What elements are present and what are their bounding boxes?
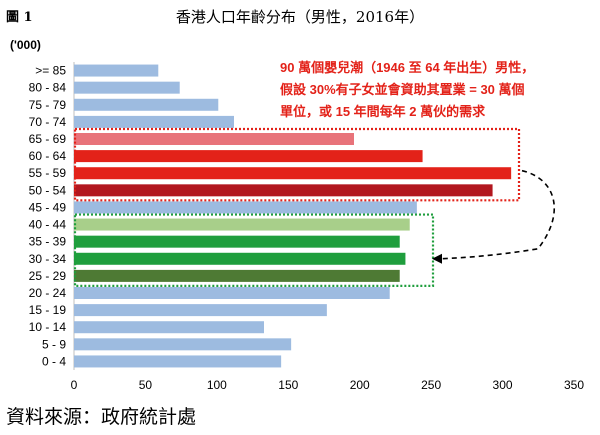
x-tick-label: 350 (564, 378, 584, 392)
bar-75-79 (74, 98, 219, 111)
category-label: 80 - 84 (29, 81, 67, 95)
bar-70-74 (74, 115, 234, 128)
x-tick-label: 150 (278, 378, 298, 392)
category-label: 30 - 34 (29, 252, 67, 266)
bar-40-44 (74, 218, 410, 231)
unit-label: ('000) (10, 38, 41, 52)
category-label: 50 - 54 (29, 183, 67, 197)
bar-35-39 (74, 235, 400, 248)
baby-boomer-highlight-box (73, 127, 521, 202)
bar-50-54 (74, 184, 493, 197)
bar-45-49 (74, 201, 417, 214)
category-label: 15 - 19 (29, 303, 67, 317)
annotation-line: 90 萬個嬰兒潮（1946 至 64 年出生）男性， (280, 60, 534, 75)
annotation-line: 假設 30%有子女並會資助其置業 = 30 萬個 (280, 82, 525, 97)
bar-10-14 (74, 321, 264, 334)
category-label: 55 - 59 (29, 166, 67, 180)
category-label: 45 - 49 (29, 200, 67, 214)
source-note: 資料來源：政府統計處 (6, 406, 197, 428)
x-tick-label: 100 (207, 378, 227, 392)
category-label: 65 - 69 (29, 132, 67, 146)
bar-5-9 (74, 338, 292, 351)
category-label: 75 - 79 (29, 98, 67, 112)
bar-55-59 (74, 167, 512, 180)
figure-label: 圖 1 (6, 10, 33, 25)
bar-65-69 (74, 133, 354, 145)
bar-25-29 (74, 269, 400, 282)
chart-title: 香港人口年齡分布（男性，2016年） (175, 8, 425, 26)
category-label: 40 - 44 (29, 218, 67, 232)
category-label: 25 - 29 (29, 269, 67, 283)
x-tick-label: 200 (350, 378, 370, 392)
bar-20-24 (74, 287, 390, 299)
children-highlight-box (73, 213, 435, 287)
category-label: 20 - 24 (29, 286, 67, 300)
annotation-line: 單位，或 15 年間每年 2 萬伙的需求 (280, 104, 486, 119)
category-label: 35 - 39 (29, 235, 67, 249)
x-tick-label: 0 (71, 378, 78, 392)
x-tick-label: 300 (493, 378, 513, 392)
bar-30-34 (74, 252, 406, 265)
bar-60-64 (74, 150, 423, 163)
category-label: >= 85 (35, 64, 66, 78)
x-tick-label: 50 (139, 378, 153, 392)
arrow-head (432, 253, 442, 264)
bar-15-19 (74, 304, 327, 317)
bar-80-84 (74, 81, 180, 94)
category-label: 70 - 74 (29, 115, 67, 129)
bar--85 (74, 64, 159, 77)
category-label: 10 - 14 (29, 320, 67, 334)
category-label: 0 - 4 (42, 354, 66, 368)
category-label: 5 - 9 (42, 337, 66, 351)
x-tick-label: 250 (421, 378, 441, 392)
dashed-arrow (439, 169, 555, 260)
bar-0-4 (74, 355, 282, 368)
category-label: 60 - 64 (29, 149, 67, 163)
